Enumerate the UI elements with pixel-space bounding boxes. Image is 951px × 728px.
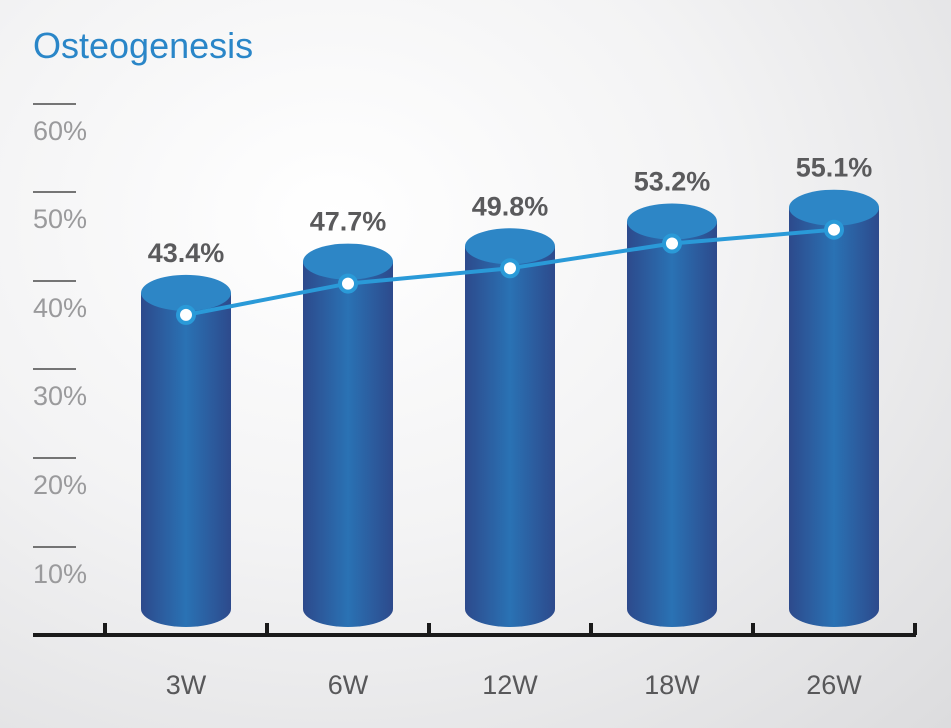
bar <box>627 203 717 627</box>
bar-body <box>303 261 393 627</box>
bar-top <box>303 243 393 280</box>
bar-top <box>789 189 879 226</box>
trend-point <box>500 258 520 279</box>
x-tick-label: 6W <box>328 670 369 700</box>
bar-body <box>789 207 879 627</box>
data-label: 47.7% <box>310 207 387 237</box>
data-label: 49.8% <box>472 191 549 221</box>
bar-top <box>465 228 555 265</box>
trend-line-group <box>176 219 844 325</box>
data-label: 53.2% <box>634 167 711 197</box>
bar <box>789 189 879 627</box>
chart-title: Osteogenesis <box>33 25 253 66</box>
bars <box>141 189 879 628</box>
x-tick-label: 18W <box>644 670 700 700</box>
bar <box>465 228 555 628</box>
trend-point <box>338 273 358 294</box>
x-tick-label: 3W <box>166 670 207 700</box>
y-tick-label: 40% <box>33 293 87 323</box>
y-tick-label: 50% <box>33 204 87 234</box>
data-labels: 43.4% 47.7% 49.8% 53.2% 55.1% <box>148 153 873 268</box>
x-axis: 3W 6W 12W 18W 26W <box>33 623 917 700</box>
trend-point <box>176 304 196 325</box>
trend-point <box>824 219 844 240</box>
y-tick-label: 60% <box>33 116 87 146</box>
bar <box>141 274 231 627</box>
data-label: 43.4% <box>148 238 225 268</box>
bar-body <box>141 292 231 627</box>
data-label: 55.1% <box>796 153 873 183</box>
bar-top <box>627 203 717 240</box>
y-tick-label: 30% <box>33 381 87 411</box>
y-tick-label: 20% <box>33 470 87 500</box>
bar <box>303 243 393 627</box>
x-tick-label: 12W <box>482 670 538 700</box>
bar-top <box>141 274 231 311</box>
bar-body <box>465 246 555 628</box>
bar-body <box>627 221 717 627</box>
y-axis: 60% 50% 40% 30% 20% 10% <box>33 103 87 589</box>
trend-point <box>662 233 682 254</box>
y-tick-label: 10% <box>33 559 87 589</box>
x-tick-label: 26W <box>806 670 862 700</box>
